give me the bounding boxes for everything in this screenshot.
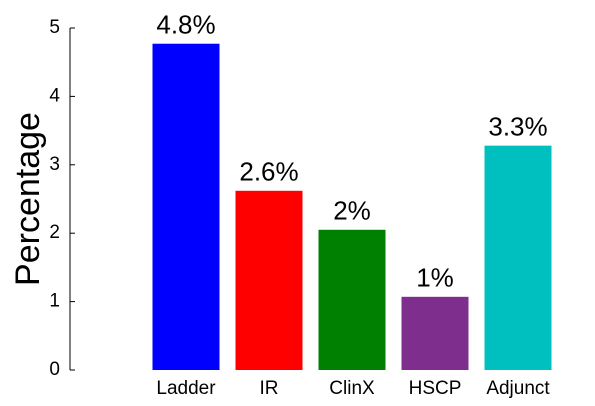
- x-tick-label: HSCP: [409, 378, 462, 399]
- y-tick-label: 2: [49, 222, 60, 243]
- value-label: 2.6%: [239, 157, 298, 187]
- value-label: 3.3%: [488, 112, 547, 142]
- y-tick-label: 1: [49, 291, 60, 312]
- x-tick-label: ClinX: [329, 378, 375, 399]
- bar: [318, 229, 386, 370]
- y-tick-label: 3: [49, 154, 60, 175]
- x-tick-label: Adjunct: [486, 378, 550, 399]
- x-tick-label: IR: [260, 378, 279, 399]
- y-axis-label: Percentage: [9, 112, 47, 286]
- bar: [152, 43, 220, 371]
- x-tick-label: Ladder: [156, 378, 216, 399]
- y-tick-label: 5: [49, 17, 60, 38]
- value-label: 4.8%: [156, 10, 215, 40]
- bar: [401, 296, 469, 370]
- y-tick-label: 0: [49, 359, 60, 380]
- value-label: 2%: [333, 196, 371, 226]
- value-label: 1%: [416, 263, 454, 293]
- bar: [235, 190, 303, 370]
- y-tick-label: 4: [49, 85, 60, 106]
- bar: [484, 145, 552, 370]
